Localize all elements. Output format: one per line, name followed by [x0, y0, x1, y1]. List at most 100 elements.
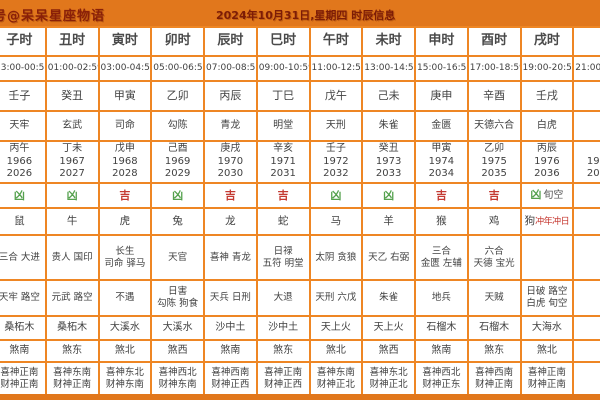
inauspicious-gods-cell: 地兵 [414, 279, 469, 317]
sha-direction-cell: 煞北 [97, 339, 153, 363]
inauspicious-gods-cell [572, 279, 600, 317]
sha-direction-cell: 煞南 [203, 339, 258, 363]
time-range-cell: 19:00-20:59 [519, 55, 575, 82]
table-row-zhishen: 天牢 玄武 司命 勾陈 青龙 明堂 天刑 朱雀 金匮 天德六合 白虎 [0, 110, 600, 142]
luck-verdict-cell: 吉 [97, 182, 153, 209]
auspicious-gods-cell: 天乙 右弼 [361, 234, 416, 281]
luck-verdict-cell [572, 182, 600, 209]
inauspicious-gods-cell: 天贼 [466, 279, 522, 317]
duty-god-cell: 白虎 [519, 110, 575, 142]
clash-zodiac-cell [572, 207, 600, 236]
auspicious-mark: 吉 [488, 188, 500, 202]
zodiac-animal: 鼠 [14, 214, 25, 227]
nayin-element-cell: 天上火 [308, 315, 364, 341]
joy-wealth-gods-cell: 喜神西北 财神东南 [150, 361, 205, 396]
nayin-element-cell [572, 315, 600, 341]
zodiac-animal: 虎 [119, 214, 131, 227]
sha-direction-cell [572, 339, 600, 363]
inauspicious-mark: 凶 [66, 188, 78, 202]
zodiac-animal: 羊 [383, 214, 394, 227]
hour-pillar-cell: 戊午 [308, 80, 364, 112]
nayin-element-cell: 沙中土 [255, 315, 311, 341]
clash-pillar-years-cell: 甲寅 1974 2034 [414, 140, 469, 184]
joy-wealth-gods-cell: 喜神正南 财神正西 [255, 361, 311, 396]
joy-wealth-gods-cell: 喜神西北 财神正东 [414, 361, 469, 396]
inauspicious-gods-cell: 日破 路空 白虎 旬空 [519, 279, 575, 317]
luck-verdict-cell: 凶旬空 [519, 182, 575, 209]
duty-god-cell: 天德六合 [466, 110, 522, 142]
clash-zodiac-cell: 鸡 [466, 207, 522, 236]
table-row-sha: 煞南 煞东 煞北 煞西 煞南 煞东 煞北 煞西 煞南 煞东 煞北 [0, 339, 600, 363]
table-row-xicai: 喜神正南 财神正南 喜神东南 财神正南 喜神东北 财神东南 喜神西北 财神东南 喜神西南… [0, 361, 600, 396]
clash-zodiac-cell: 鼠 [0, 207, 47, 236]
hour-name-cell: 寅时 [97, 26, 153, 57]
auspicious-mark: 吉 [119, 188, 131, 202]
duty-god-cell: 勾陈 [150, 110, 205, 142]
clash-pillar-years-cell: 丁未 1967 2027 [44, 140, 100, 184]
luck-verdict-cell: 凶 [361, 182, 416, 209]
nayin-element-cell: 大溪水 [150, 315, 205, 341]
joy-wealth-gods-cell: 喜神西南 财神正南 [466, 361, 522, 396]
clash-pillar-years-cell: 己酉 1969 2029 [150, 140, 205, 184]
hour-name-cell: 卯时 [150, 26, 205, 57]
clash-zodiac-cell: 牛 [44, 207, 100, 236]
auspicious-gods-cell: 长生 司命 驿马 [97, 234, 153, 281]
hour-pillar-cell: 丁巳 [255, 80, 311, 112]
duty-god-cell: 司命 [97, 110, 153, 142]
inauspicious-gods-cell: 元武 路空 [44, 279, 100, 317]
luck-extra-note: 旬空 [543, 190, 564, 202]
clash-pillar-years-cell: 乙卯 1975 2035 [466, 140, 522, 184]
hour-name-cell: 酉时 [466, 26, 522, 57]
clash-pillar-years-cell: 戊申 1968 2028 [97, 140, 153, 184]
nayin-element-cell: 石榴木 [414, 315, 469, 341]
hours-table: 子时丑时寅时卯时辰时巳时午时未时申时酉时戌时23:00-00:5901:00-0… [0, 26, 600, 396]
hour-pillar-cell: 辛酉 [466, 80, 522, 112]
joy-wealth-gods-cell: 喜神东南 财神正南 [44, 361, 100, 396]
time-range-cell: 21:00-22:59 [572, 55, 600, 82]
auspicious-gods-cell: 天官 [150, 234, 205, 281]
nayin-element-cell: 桑柘木 [0, 315, 47, 341]
inauspicious-gods-cell: 天刑 六戊 [308, 279, 364, 317]
luck-verdict-cell: 凶 [308, 182, 364, 209]
auspicious-gods-cell [572, 234, 600, 281]
inauspicious-mark: 凶 [172, 188, 184, 202]
auspicious-mark: 吉 [435, 188, 447, 202]
inauspicious-mark: 凶 [330, 188, 342, 202]
inauspicious-gods-cell: 天牢 路空 [0, 279, 47, 317]
sha-direction-cell: 煞东 [44, 339, 100, 363]
auspicious-gods-cell: 六合 天德 宝光 [466, 234, 522, 281]
sha-direction-cell: 煞西 [361, 339, 416, 363]
time-range-cell: 15:00-16:59 [414, 55, 469, 82]
table-row-time: 23:00-00:5901:00-02:5903:00-04:5905:00-0… [0, 55, 600, 82]
hour-pillar-cell [572, 80, 600, 112]
hour-name-cell: 子时 [0, 26, 47, 57]
nayin-element-cell: 大溪水 [97, 315, 153, 341]
auspicious-gods-cell: 三合 金匮 左辅 [414, 234, 469, 281]
hour-name-cell: 巳时 [255, 26, 311, 57]
joy-wealth-gods-cell: 喜神正南 财神正南 [0, 361, 47, 396]
sha-direction-cell: 煞北 [519, 339, 575, 363]
hour-pillar-cell: 乙卯 [150, 80, 205, 112]
luck-verdict-cell: 凶 [0, 182, 47, 209]
hour-pillar-cell: 己未 [361, 80, 416, 112]
duty-god-cell: 天牢 [0, 110, 47, 142]
table-row-chong: 丙午 1966 2026 丁未 1967 2027 戊申 1968 2028 己酉 1… [0, 140, 600, 184]
clash-zodiac-cell: 狗冲年冲日 [519, 207, 575, 236]
clash-pillar-years-cell: 辛亥 1971 2031 [255, 140, 311, 184]
hour-pillar-cell: 壬子 [0, 80, 47, 112]
auspicious-mark: 吉 [224, 188, 236, 202]
clash-pillar-years-cell: 丙午 1966 2026 [0, 140, 47, 184]
clash-zodiac-cell: 蛇 [255, 207, 311, 236]
time-range-cell: 01:00-02:59 [44, 55, 100, 82]
auspicious-gods-cell: 太阴 贪狼 [308, 234, 364, 281]
table-row-animal: 鼠 牛 虎 兔 龙 蛇 马 羊 猴 鸡 狗冲年冲日 [0, 207, 600, 236]
hour-name-cell: 申时 [414, 26, 469, 57]
inauspicious-gods-cell: 大退 [255, 279, 311, 317]
zodiac-animal: 蛇 [277, 214, 289, 227]
sha-direction-cell: 煞东 [255, 339, 311, 363]
bottom-border [0, 394, 600, 400]
clash-zodiac-cell: 马 [308, 207, 364, 236]
duty-god-cell: 青龙 [203, 110, 258, 142]
clash-zodiac-cell: 猴 [414, 207, 469, 236]
hour-name-cell: 辰时 [203, 26, 258, 57]
